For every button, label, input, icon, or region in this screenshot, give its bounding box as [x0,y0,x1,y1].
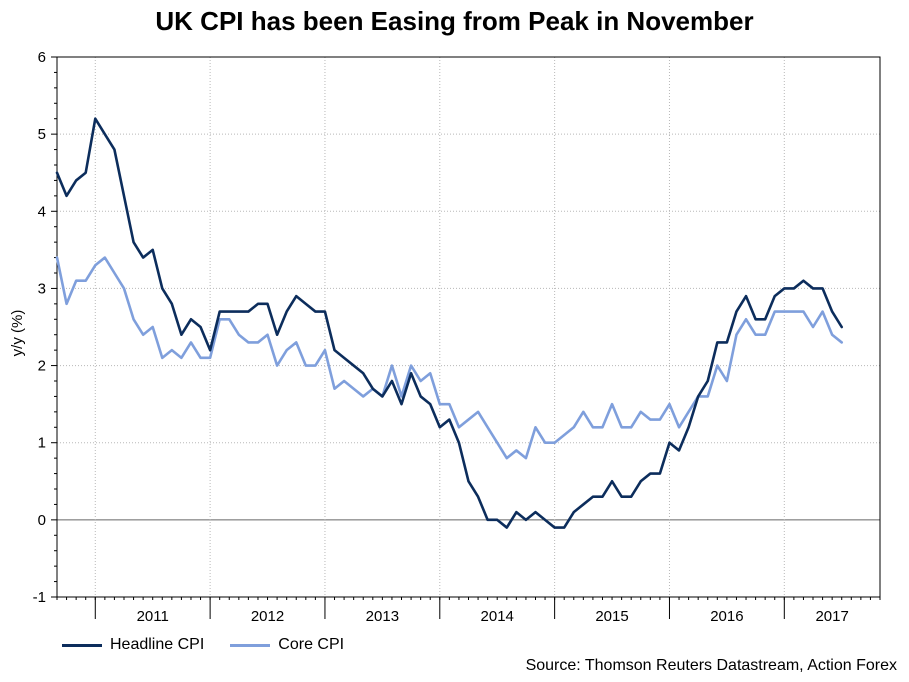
x-tick-label: 2013 [366,608,399,625]
legend-label-core: Core CPI [278,636,345,653]
chart-title: UK CPI has been Easing from Peak in Nove… [155,6,754,36]
y-tick-label: 4 [38,203,46,220]
legend-label-headline: Headline CPI [110,636,205,653]
y-tick-label: 5 [38,126,46,143]
plot-frame [56,56,881,598]
gridlines [57,57,880,597]
x-tick-label: 2016 [710,608,743,625]
x-tick-label: 2014 [481,608,514,625]
y-tick-label: 6 [38,49,46,66]
y-tick-label: 2 [38,358,46,375]
core-cpi-line [55,256,844,460]
y-axis-label: y/y (%) [9,310,26,357]
series-lines [55,117,844,529]
y-tick-label: 1 [38,435,46,452]
headline-cpi-line [55,117,844,529]
legend-swatch-core [230,643,271,647]
x-tick-label: 2011 [137,608,169,625]
x-tick-label: 2017 [815,608,848,625]
x-tick-label: 2015 [595,608,628,625]
y-tick-label: 0 [38,512,46,529]
legend-item-headline: Headline CPI [62,636,204,654]
axes: -1 0 1 2 3 4 5 6 2011 2012 2013 2014 2015 2016 2017 [33,49,881,625]
source-note: Source: Thomson Reuters Datastream, Acti… [525,657,897,674]
y-tick-label: -1 [33,589,46,606]
legend: Headline CPI Core CPI [62,633,370,657]
y-tick-label: 3 [38,280,46,297]
x-tick-label: 2012 [251,608,284,625]
legend-item-core: Core CPI [230,636,344,654]
legend-swatch-headline [62,643,102,647]
